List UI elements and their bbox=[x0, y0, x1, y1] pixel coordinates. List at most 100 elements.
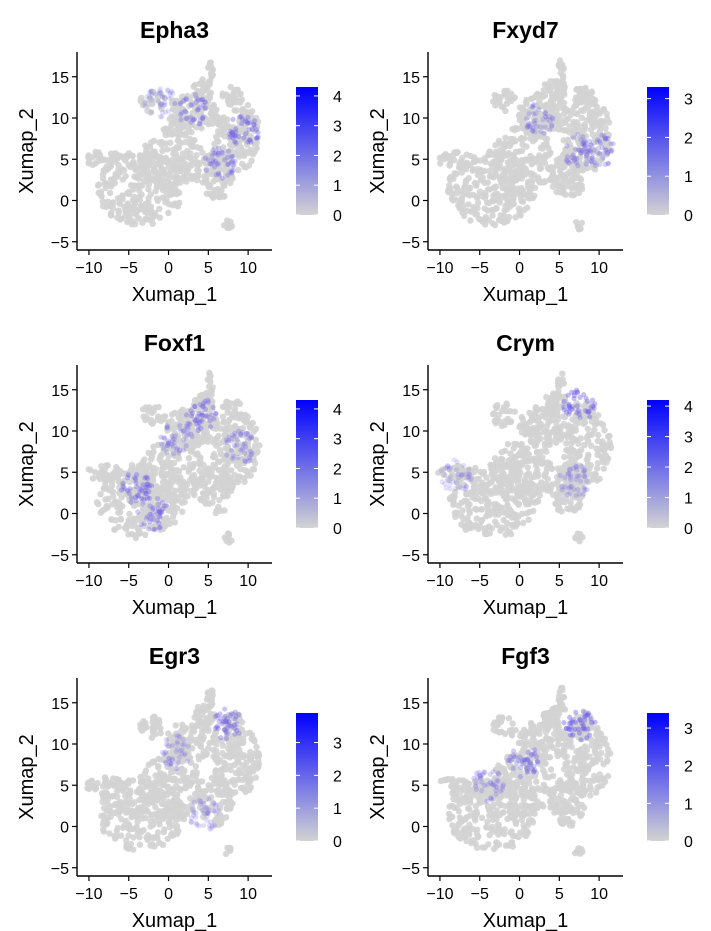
cell-point bbox=[598, 440, 606, 447]
panel-epha3: Epha3−10 −5 0 5 10−5051015Xumap_1Xumap_20123… bbox=[16, 17, 342, 306]
cell-point bbox=[534, 471, 542, 478]
cell-point bbox=[466, 192, 473, 199]
cell-point bbox=[158, 105, 165, 112]
cell-point bbox=[174, 203, 182, 210]
expressing-cell-point bbox=[541, 130, 547, 136]
expressing-cell-point bbox=[198, 425, 204, 431]
cell-point bbox=[189, 158, 196, 166]
expressing-cell-point bbox=[608, 149, 614, 155]
cell-point bbox=[588, 430, 596, 438]
cell-point bbox=[502, 167, 509, 174]
cell-point bbox=[523, 143, 530, 150]
expressing-cell-point bbox=[557, 472, 563, 479]
expressing-cell-point bbox=[248, 434, 254, 440]
cell-point bbox=[227, 762, 234, 770]
cell-point bbox=[482, 214, 490, 221]
cell-point bbox=[205, 478, 212, 485]
cell-point bbox=[560, 65, 567, 73]
cell-point bbox=[541, 440, 548, 448]
legend-tick-label: 1 bbox=[333, 491, 342, 508]
expressing-cell-point bbox=[586, 409, 592, 415]
expressing-cell-point bbox=[242, 458, 248, 464]
cell-point bbox=[170, 790, 177, 797]
expressing-cell-point bbox=[230, 131, 236, 138]
cell-point bbox=[223, 91, 230, 98]
cell-point bbox=[206, 94, 214, 101]
cell-point bbox=[500, 181, 507, 188]
cell-point bbox=[100, 828, 108, 835]
cell-point bbox=[160, 828, 168, 836]
expressing-cell-point bbox=[228, 438, 234, 444]
expressing-cell-point bbox=[230, 135, 236, 141]
cell-point bbox=[215, 432, 222, 440]
cell-point bbox=[498, 460, 506, 468]
cell-point bbox=[114, 808, 121, 815]
legend-tick-label: 0 bbox=[333, 521, 342, 538]
cell-point bbox=[237, 99, 244, 106]
cell-point bbox=[194, 452, 201, 459]
legend-color-bar bbox=[296, 400, 318, 528]
cell-point bbox=[104, 796, 112, 803]
expressing-cell-point bbox=[566, 485, 572, 491]
expressing-cell-point bbox=[459, 473, 465, 479]
expressing-cell-point bbox=[569, 154, 575, 160]
expressing-cell-point bbox=[229, 129, 235, 136]
expressing-cell-point bbox=[224, 154, 231, 160]
cell-point bbox=[162, 806, 170, 813]
cell-point bbox=[154, 183, 162, 190]
cell-point bbox=[156, 139, 163, 146]
expressing-cell-point bbox=[120, 480, 126, 487]
expressing-cell-point bbox=[189, 102, 195, 108]
cell-point bbox=[517, 111, 524, 118]
cell-point bbox=[564, 434, 571, 441]
cell-point bbox=[231, 405, 239, 412]
cell-point bbox=[146, 216, 153, 224]
cell-point bbox=[252, 774, 259, 781]
expressing-cell-point bbox=[212, 164, 218, 170]
cell-point bbox=[136, 196, 144, 203]
cell-point bbox=[577, 225, 584, 232]
cell-point bbox=[175, 414, 182, 421]
cell-point bbox=[488, 525, 495, 532]
cell-point bbox=[501, 212, 508, 220]
cell-point bbox=[198, 439, 205, 446]
cell-point bbox=[528, 493, 535, 500]
expressing-cell-point bbox=[442, 481, 448, 487]
x-tick-label: −10 bbox=[426, 260, 453, 277]
cell-point bbox=[129, 160, 136, 167]
expressing-cell-point bbox=[213, 172, 219, 178]
cell-point bbox=[547, 86, 554, 94]
expressing-cell-point bbox=[239, 116, 246, 122]
cell-point bbox=[197, 495, 204, 503]
cell-point bbox=[149, 798, 157, 805]
expressing-cell-point bbox=[215, 170, 221, 176]
expressing-cell-point bbox=[547, 118, 553, 124]
cell-point bbox=[549, 168, 556, 176]
expressing-cell-point bbox=[214, 161, 220, 167]
expressing-cell-point bbox=[212, 150, 218, 156]
expressing-cell-point bbox=[247, 137, 253, 143]
cell-point bbox=[537, 165, 545, 172]
expressing-cell-point bbox=[244, 119, 250, 125]
expressing-cell-point bbox=[199, 96, 205, 102]
cell-point bbox=[197, 739, 204, 747]
expressing-cell-point bbox=[248, 139, 254, 145]
cell-point bbox=[504, 140, 511, 148]
cell-point bbox=[115, 207, 122, 214]
cell-point bbox=[211, 140, 218, 148]
cell-point bbox=[217, 193, 224, 201]
cell-point bbox=[177, 162, 185, 170]
cell-point bbox=[171, 519, 179, 526]
expressing-cell-point bbox=[451, 457, 457, 463]
cell-point bbox=[543, 394, 550, 401]
cell-point bbox=[131, 210, 138, 217]
cell-point bbox=[210, 454, 217, 461]
cell-point bbox=[227, 480, 234, 487]
cell-point bbox=[227, 166, 234, 173]
cell-point bbox=[520, 519, 527, 527]
expressing-cell-point bbox=[242, 450, 248, 456]
expressing-cell-point bbox=[199, 102, 205, 108]
x-tick-label: −5 bbox=[471, 573, 489, 590]
expressing-cell-point bbox=[584, 398, 590, 404]
cell-point bbox=[554, 112, 561, 120]
